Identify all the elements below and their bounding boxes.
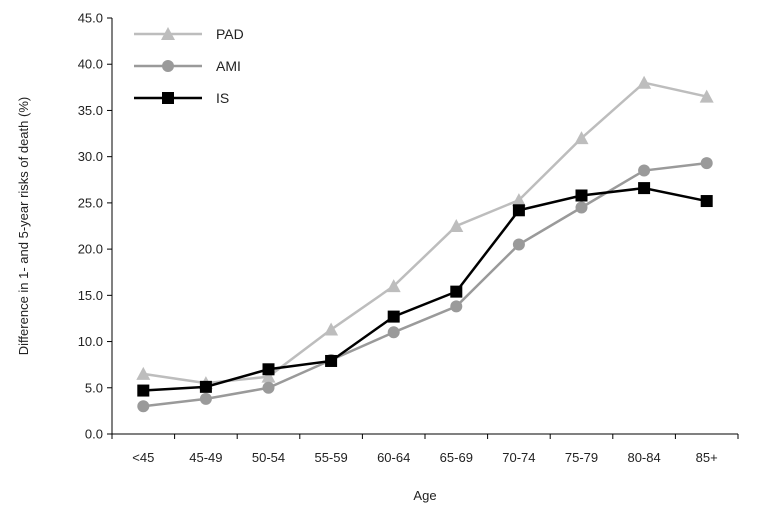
legend-item-pad: PAD [134,26,244,42]
data-point-square [199,380,212,393]
data-point-square [262,363,275,376]
x-axis-title: Age [413,488,436,503]
legend-label: AMI [216,58,241,74]
data-point-circle [450,300,463,313]
data-point-square [387,310,400,323]
series-is [137,182,713,397]
legend-label: IS [216,90,229,106]
y-tick-label: 20.0 [78,242,103,257]
data-point-square [638,182,651,195]
x-tick-label: 75-79 [565,450,598,465]
y-tick-label: 5.0 [85,380,103,395]
data-point-circle [199,392,212,405]
y-tick-label: 10.0 [78,334,103,349]
data-point-square [700,195,713,208]
legend-item-ami: AMI [134,58,241,74]
data-point-square [162,92,174,104]
x-tick-label: 80-84 [627,450,660,465]
x-tick-label: 70-74 [502,450,535,465]
x-tick-label: 50-54 [252,450,285,465]
y-tick-label: 35.0 [78,103,103,118]
ticks: 0.0 5.0 10.0 15.0 20.0 25.0 30.0 35.0 40.0 45.0 <4… [78,11,739,465]
data-point-triangle [637,75,652,89]
data-point-triangle [386,279,401,293]
y-tick-label: 15.0 [78,288,103,303]
data-point-triangle [449,219,464,232]
data-point-square [575,189,588,202]
y-tick-label: 40.0 [78,57,103,72]
x-tick-label: 60-64 [377,450,410,465]
data-point-circle [262,381,275,394]
series [136,75,714,413]
data-point-circle [512,238,525,251]
x-tick-label: 65-69 [440,450,473,465]
data-point-triangle [136,366,151,380]
series-line [143,186,707,392]
legend-label: PAD [216,26,244,42]
data-point-triangle [574,131,589,145]
x-tick-label: 55-59 [314,450,347,465]
data-point-square [137,384,150,397]
data-point-circle [638,164,651,177]
x-tick-label: 45-49 [189,450,222,465]
data-point-square [450,285,463,298]
data-point-circle [137,400,150,413]
series-line [143,81,707,385]
x-tick-label: 85+ [696,450,718,465]
data-point-triangle [324,322,339,336]
legend: PAD AMI IS [134,26,244,106]
y-tick-label: 25.0 [78,195,103,210]
data-point-triangle [161,27,175,40]
data-point-circle [700,157,713,170]
data-point-square [325,354,338,367]
data-point-circle [575,201,588,214]
data-point-triangle [261,369,276,383]
y-tick-label: 30.0 [78,149,103,164]
series-pad [136,75,714,390]
data-point-circle [162,60,174,72]
y-tick-label: 0.0 [85,427,103,442]
data-point-circle [387,326,400,339]
x-tick-label: <45 [132,450,154,465]
data-point-triangle [699,89,714,103]
legend-item-is: IS [134,90,229,106]
y-tick-label: 45.0 [78,11,103,26]
series-ami [137,157,713,413]
data-point-square [512,204,525,217]
series-line [143,161,707,408]
data-point-triangle [511,193,526,207]
y-axis-title: Difference in 1- and 5-year risks of dea… [16,97,31,355]
